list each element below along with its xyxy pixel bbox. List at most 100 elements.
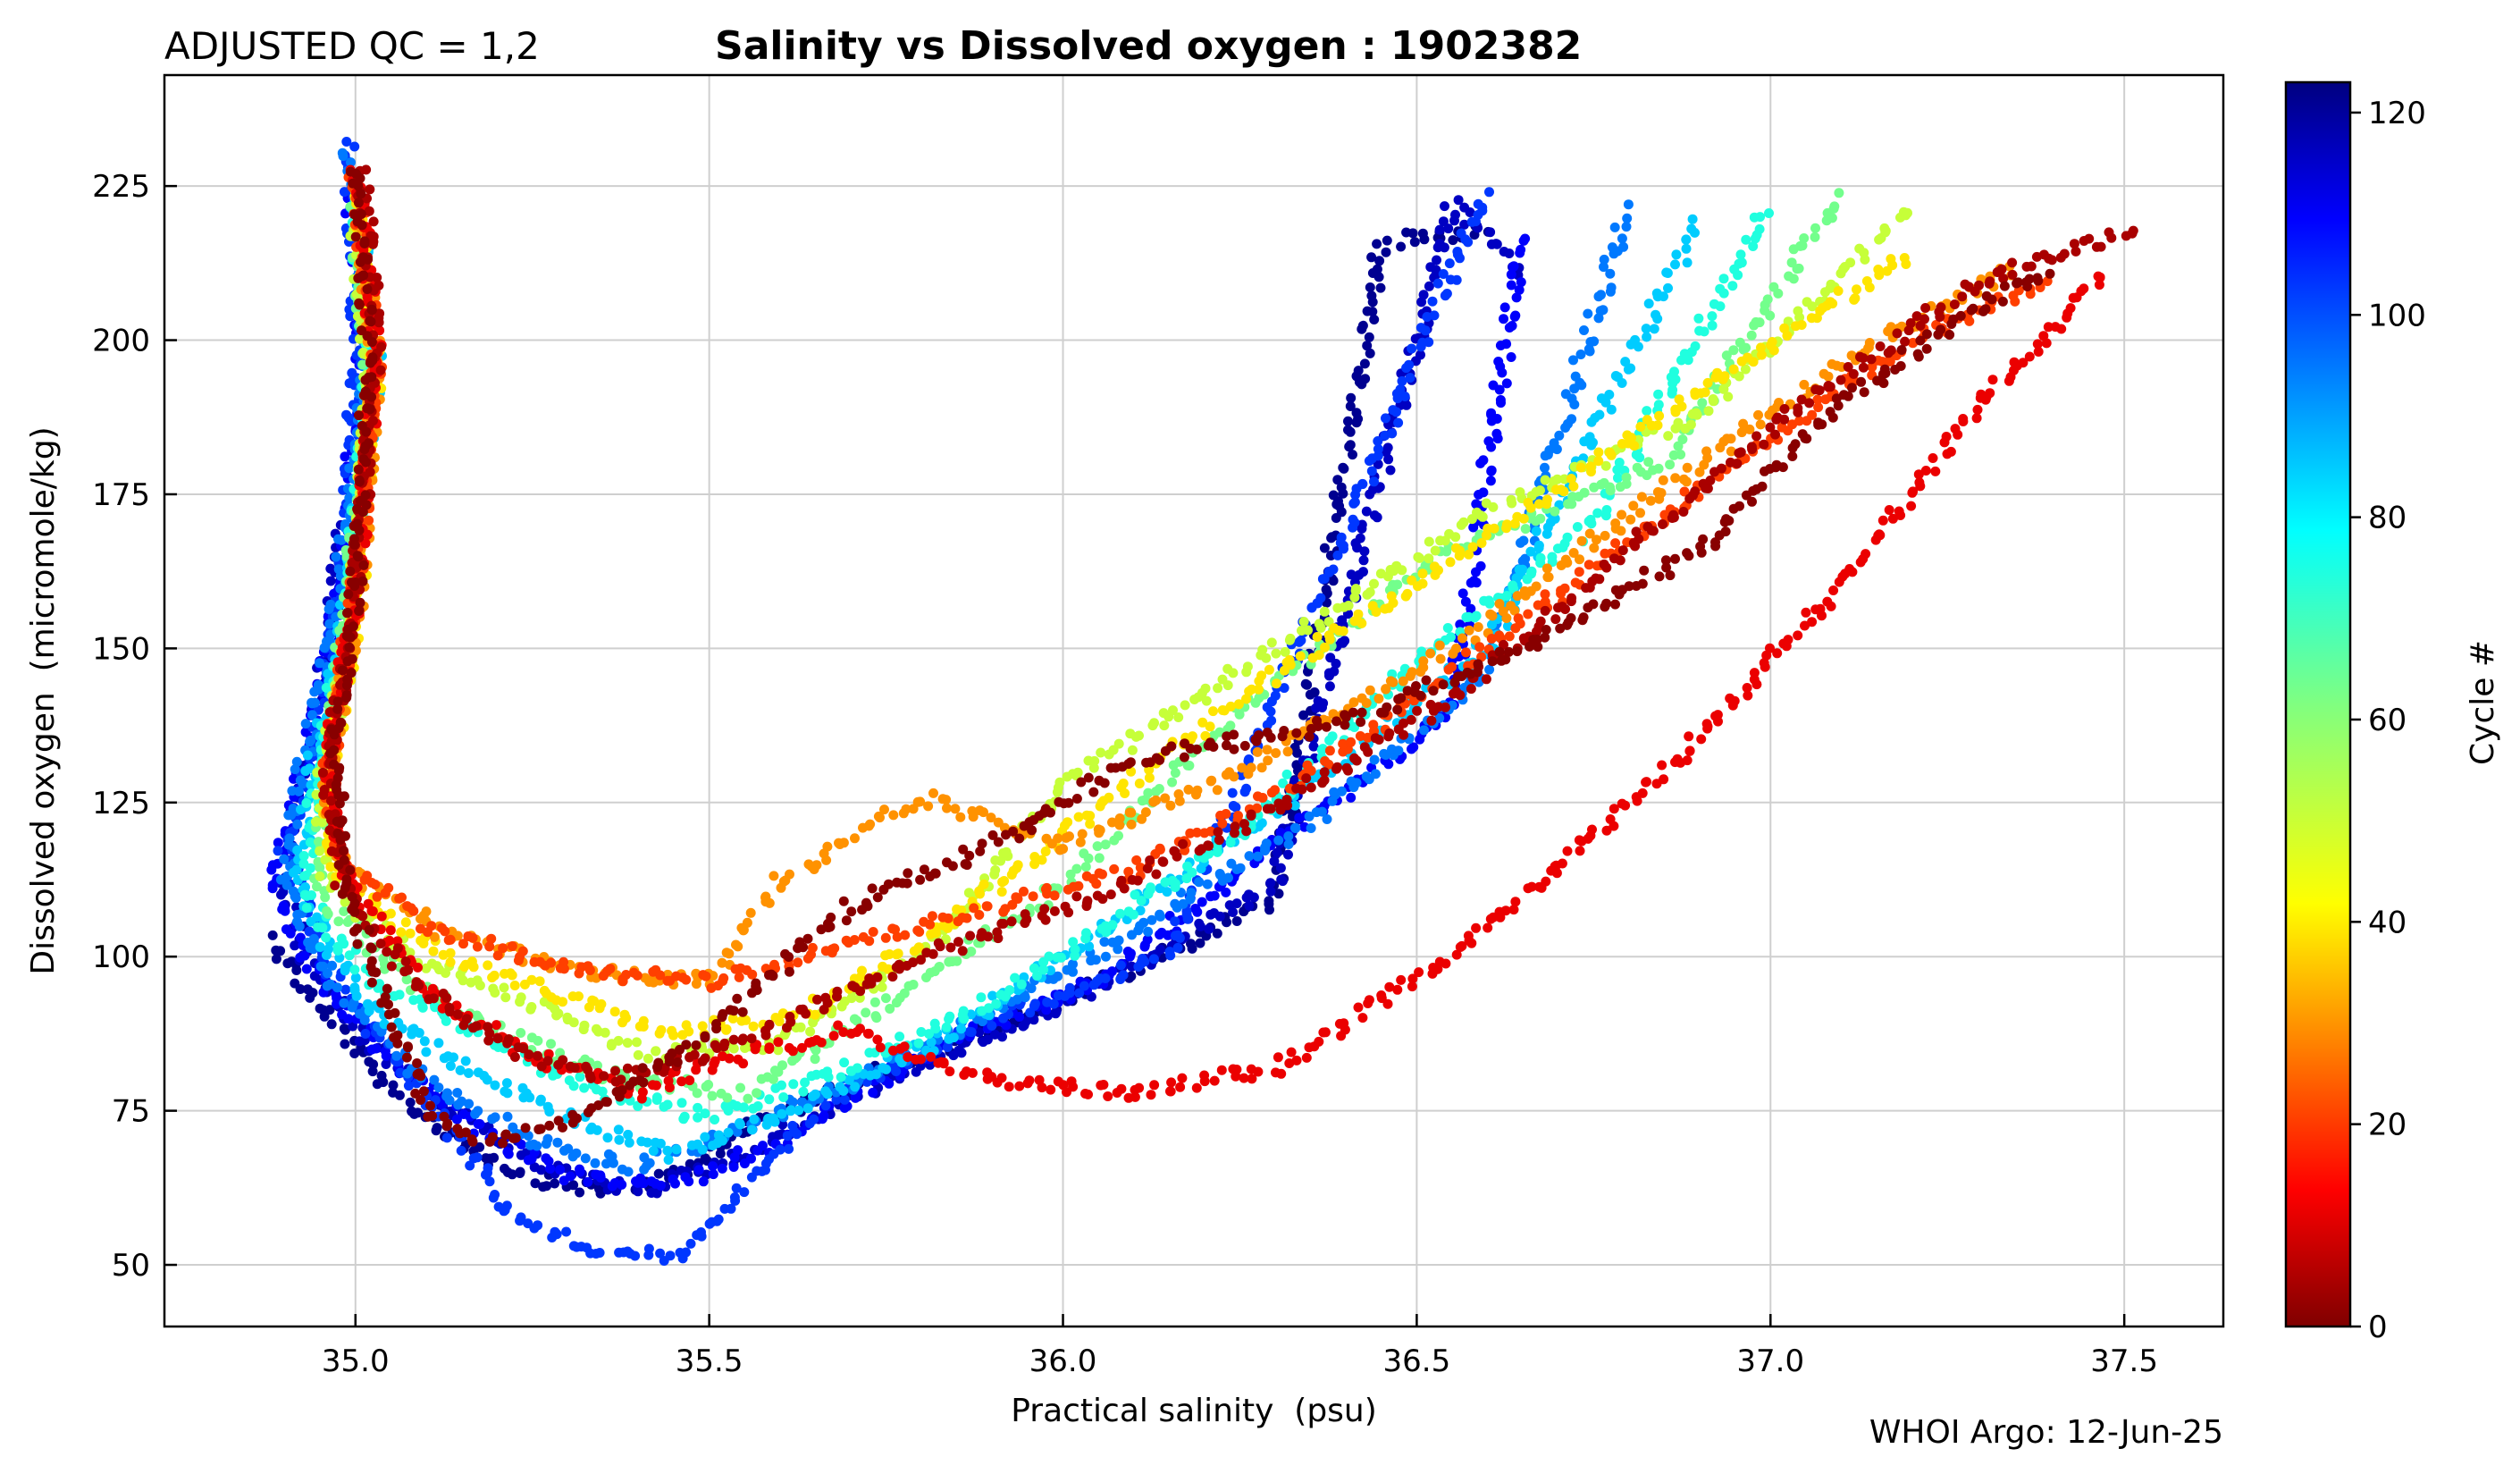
data-point xyxy=(654,1028,665,1039)
data-point xyxy=(1140,807,1151,818)
data-point xyxy=(1820,394,1831,405)
data-point xyxy=(467,932,478,943)
data-point xyxy=(1094,853,1105,863)
data-point xyxy=(1001,846,1012,857)
data-point xyxy=(1068,937,1079,948)
data-point xyxy=(473,1106,483,1116)
data-point xyxy=(678,1114,689,1124)
data-point xyxy=(1460,234,1471,245)
data-point xyxy=(583,1176,593,1187)
data-point xyxy=(528,1139,539,1150)
data-point xyxy=(441,968,450,978)
data-point xyxy=(340,1039,350,1049)
data-point xyxy=(1620,357,1631,367)
data-point xyxy=(1429,310,1440,321)
data-point xyxy=(1040,846,1051,856)
data-point xyxy=(1114,820,1125,830)
data-point xyxy=(952,956,962,966)
data-point xyxy=(1424,536,1434,547)
data-point xyxy=(1104,749,1114,760)
data-point xyxy=(590,1158,601,1168)
data-point xyxy=(1873,265,1884,274)
data-point xyxy=(1728,345,1739,356)
data-point xyxy=(292,909,303,920)
data-point xyxy=(552,1137,563,1148)
data-point xyxy=(1079,981,1089,991)
data-point xyxy=(1369,315,1380,324)
data-point xyxy=(1719,371,1730,382)
data-point xyxy=(1355,533,1365,543)
data-point xyxy=(655,1180,666,1191)
data-point xyxy=(1652,420,1663,431)
data-point xyxy=(1727,281,1738,291)
data-point xyxy=(1064,831,1074,842)
data-point xyxy=(1300,678,1311,689)
data-point xyxy=(700,1132,710,1142)
data-point xyxy=(1474,642,1485,653)
data-point xyxy=(1349,518,1360,527)
data-point xyxy=(291,965,302,975)
data-point xyxy=(1130,889,1140,900)
data-point xyxy=(784,1143,794,1154)
data-point xyxy=(974,910,985,920)
data-point xyxy=(819,1110,829,1121)
data-point xyxy=(475,981,485,990)
data-point xyxy=(1306,823,1316,833)
data-point xyxy=(1094,828,1105,838)
data-point xyxy=(580,1153,591,1164)
data-point xyxy=(301,964,312,974)
data-point xyxy=(567,991,578,1002)
data-point xyxy=(298,858,309,869)
data-point xyxy=(368,1059,379,1070)
data-point xyxy=(1451,274,1462,285)
data-point xyxy=(1199,828,1210,838)
data-point xyxy=(1165,950,1176,961)
data-point xyxy=(1495,341,1506,350)
data-point xyxy=(1489,523,1499,534)
data-point xyxy=(339,998,349,1008)
data-point xyxy=(633,1049,643,1060)
data-point xyxy=(1081,928,1091,939)
data-point xyxy=(838,838,849,848)
data-point xyxy=(1070,950,1080,961)
data-point xyxy=(1473,198,1483,209)
data-point xyxy=(1197,897,1207,907)
data-point xyxy=(810,1089,820,1099)
data-point xyxy=(1669,366,1679,377)
data-point xyxy=(1748,357,1759,367)
data-point xyxy=(1707,311,1718,322)
data-point xyxy=(811,860,822,871)
data-point xyxy=(597,1086,608,1097)
data-point xyxy=(1362,306,1373,316)
data-point xyxy=(1478,455,1489,466)
data-point xyxy=(987,1021,997,1031)
data-point xyxy=(1365,348,1375,358)
data-point xyxy=(1083,853,1094,863)
data-point xyxy=(1515,619,1525,629)
data-point xyxy=(1833,286,1844,296)
data-point xyxy=(533,1035,543,1046)
data-point xyxy=(1531,581,1541,592)
data-point xyxy=(638,1015,649,1026)
data-point xyxy=(1440,201,1449,212)
data-point xyxy=(1187,867,1197,878)
data-point xyxy=(1554,430,1565,441)
data-point xyxy=(1584,432,1595,442)
data-point xyxy=(1385,465,1396,476)
data-point xyxy=(1174,796,1185,806)
data-point xyxy=(1425,648,1436,659)
data-point xyxy=(692,1088,702,1099)
data-point xyxy=(1012,860,1023,871)
data-point xyxy=(795,1022,806,1032)
data-points xyxy=(266,137,2138,1266)
data-point xyxy=(962,913,972,923)
data-point xyxy=(394,893,405,904)
data-point xyxy=(370,880,381,889)
data-point xyxy=(701,1082,711,1092)
data-point xyxy=(1827,213,1837,223)
data-point xyxy=(1568,548,1579,558)
data-point xyxy=(857,965,867,976)
data-point xyxy=(1694,325,1705,336)
data-point xyxy=(1382,235,1392,246)
data-point xyxy=(1219,705,1230,716)
